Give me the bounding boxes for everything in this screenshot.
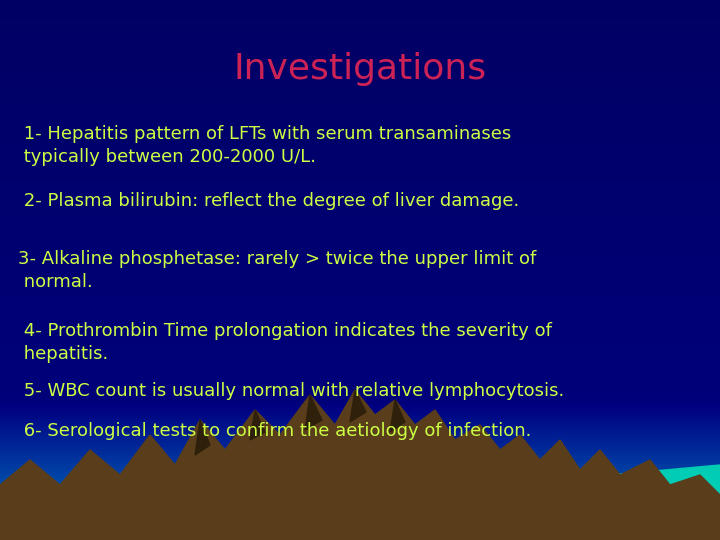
Text: 3- Alkaline phosphetase: rarely > twice the upper limit of
 normal.: 3- Alkaline phosphetase: rarely > twice … (18, 250, 536, 291)
Polygon shape (195, 420, 210, 455)
Polygon shape (250, 410, 265, 440)
Text: Investigations: Investigations (233, 52, 487, 86)
Polygon shape (350, 390, 366, 422)
Text: 1- Hepatitis pattern of LFTs with serum transaminases
 typically between 200-200: 1- Hepatitis pattern of LFTs with serum … (18, 125, 511, 166)
Polygon shape (305, 395, 322, 430)
Polygon shape (0, 390, 720, 540)
Polygon shape (480, 465, 720, 540)
Text: 5- WBC count is usually normal with relative lymphocytosis.: 5- WBC count is usually normal with rela… (18, 382, 564, 400)
Text: 4- Prothrombin Time prolongation indicates the severity of
 hepatitis.: 4- Prothrombin Time prolongation indicat… (18, 322, 552, 363)
Text: 6- Serological tests to confirm the aetiology of infection.: 6- Serological tests to confirm the aeti… (18, 422, 531, 440)
Text: 2- Plasma bilirubin: reflect the degree of liver damage.: 2- Plasma bilirubin: reflect the degree … (18, 192, 519, 210)
Polygon shape (390, 400, 405, 432)
